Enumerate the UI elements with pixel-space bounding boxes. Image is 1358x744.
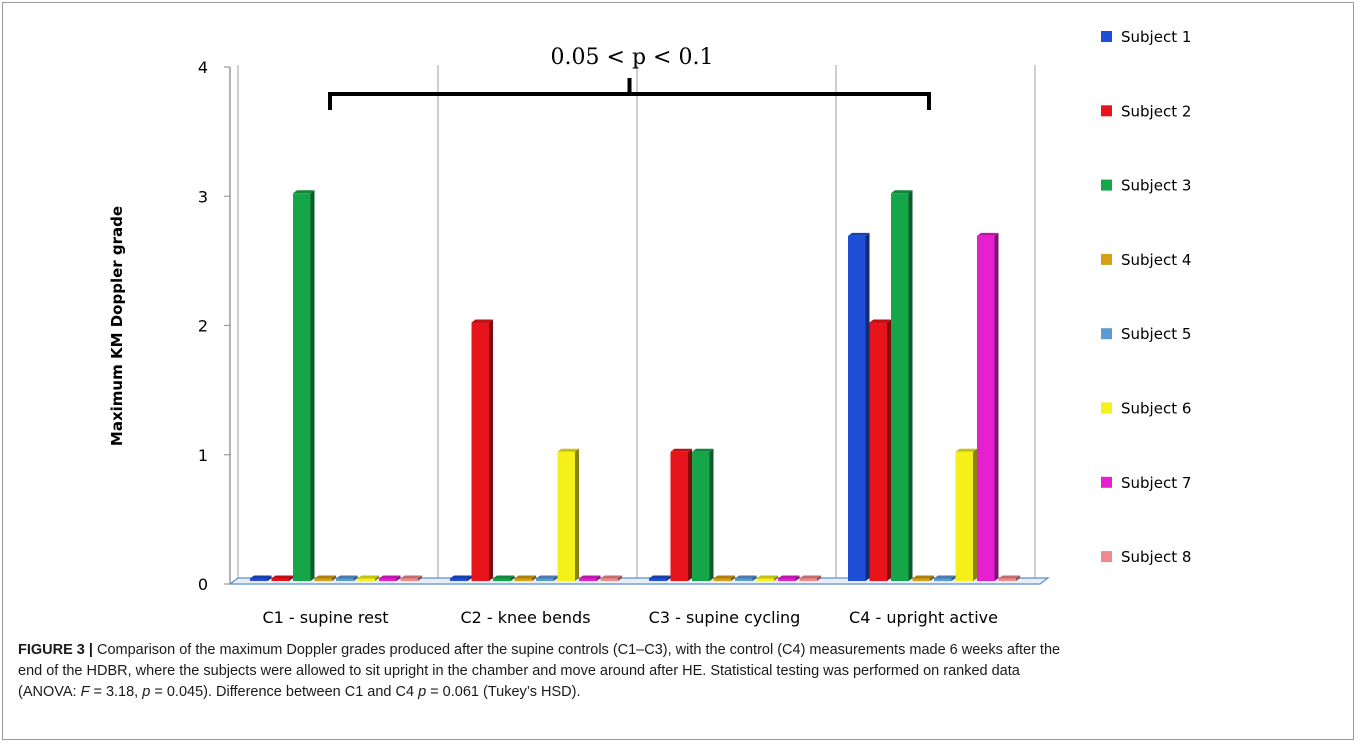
bar-chart: 0 1 2 3 4 Maximum KM Doppler grade C1 - supine…	[108, 28, 1191, 627]
labels: 0 1 2 3 4 Maximum KM Doppler grade C1 - supine…	[108, 58, 998, 627]
legend-label: Subject 6	[1121, 400, 1191, 418]
legend: Subject 1 Subject 2 Subject 3 Subject 4 Subj…	[1101, 28, 1191, 566]
bar	[778, 575, 800, 581]
figure-caption: FIGURE 3 | Comparison of the maximum Dop…	[18, 640, 1338, 703]
legend-swatch	[1101, 105, 1112, 117]
legend-label: Subject 1	[1121, 28, 1191, 46]
bar	[536, 575, 558, 581]
caption-p2: p	[418, 684, 427, 700]
legend-entry: Subject 3	[1101, 177, 1191, 195]
bar	[600, 575, 622, 581]
category-label: C3 - supine cycling	[649, 608, 801, 627]
legend-swatch	[1101, 402, 1112, 414]
legend-swatch	[1101, 253, 1112, 265]
legend-entry: Subject 2	[1101, 102, 1191, 120]
axes	[224, 65, 1050, 585]
bar	[336, 575, 358, 581]
caption-F: F	[80, 684, 90, 700]
bar	[649, 575, 671, 581]
y-tick-label: 2	[198, 317, 208, 336]
legend-entry: Subject 8	[1101, 548, 1191, 566]
legend-label: Subject 4	[1121, 251, 1191, 269]
y-tick-label: 0	[198, 575, 208, 594]
caption-label: FIGURE 3 |	[18, 642, 93, 658]
bar	[692, 448, 714, 581]
caption-line3b: = 3.18,	[89, 684, 143, 700]
bar	[293, 190, 315, 581]
bars	[250, 190, 1020, 581]
bar	[912, 575, 934, 581]
bar	[493, 575, 515, 581]
bar	[713, 575, 735, 581]
bar	[357, 575, 379, 581]
significance-bracket	[328, 92, 931, 110]
legend-entry: Subject 1	[1101, 28, 1191, 46]
y-axis-label: Maximum KM Doppler grade	[108, 206, 126, 446]
legend-swatch	[1101, 328, 1112, 340]
caption-line1: Comparison of the maximum Doppler grades…	[92, 642, 1061, 658]
legend-label: Subject 7	[1121, 474, 1191, 492]
legend-entry: Subject 6	[1101, 400, 1191, 418]
y-tick-label: 1	[198, 446, 208, 465]
category-label: C2 - knee bends	[460, 608, 590, 627]
caption-line2: end of the HDBR, where the subjects were…	[18, 663, 1020, 679]
bar	[934, 575, 956, 581]
significance-label: 0.05 < p < 0.1	[551, 45, 714, 70]
bar	[314, 575, 336, 581]
bar	[450, 575, 472, 581]
bar	[670, 448, 692, 581]
bar	[579, 575, 601, 581]
legend-swatch	[1101, 31, 1112, 42]
caption-line3a: (ANOVA:	[18, 684, 81, 700]
bar	[869, 319, 891, 581]
bar	[514, 575, 536, 581]
y-tick-label: 3	[198, 187, 208, 206]
bar	[955, 448, 977, 581]
bar	[379, 575, 401, 581]
bar	[998, 575, 1020, 581]
bar	[799, 575, 821, 581]
legend-label: Subject 8	[1121, 548, 1191, 566]
chart-floor	[228, 577, 1050, 585]
legend-entry: Subject 5	[1101, 325, 1191, 343]
bar	[977, 232, 999, 581]
bar	[271, 575, 293, 581]
significance-annotation: 0.05 < p < 0.1	[328, 45, 931, 110]
caption-line3c: = 0.045). Difference between C1 and C4	[150, 684, 419, 700]
legend-label: Subject 5	[1121, 325, 1191, 343]
category-label: C1 - supine rest	[262, 608, 388, 627]
caption-line3d: = 0.061 (Tukey’s HSD).	[426, 684, 581, 700]
legend-entry: Subject 4	[1101, 251, 1191, 269]
legend-swatch	[1101, 551, 1112, 563]
y-tick-label: 4	[198, 58, 208, 77]
bar	[250, 575, 272, 581]
bar	[400, 575, 422, 581]
legend-swatch	[1101, 476, 1112, 488]
caption-p1: p	[142, 684, 151, 700]
category-label: C4 - upright active	[849, 608, 998, 627]
bar	[891, 190, 913, 581]
legend-label: Subject 2	[1121, 102, 1191, 120]
legend-entry: Subject 7	[1101, 474, 1191, 492]
legend-swatch	[1101, 179, 1112, 191]
bar	[557, 448, 579, 581]
bar	[471, 319, 493, 581]
bar	[756, 575, 778, 581]
bar	[735, 575, 757, 581]
bar	[848, 232, 870, 581]
legend-label: Subject 3	[1121, 177, 1191, 195]
